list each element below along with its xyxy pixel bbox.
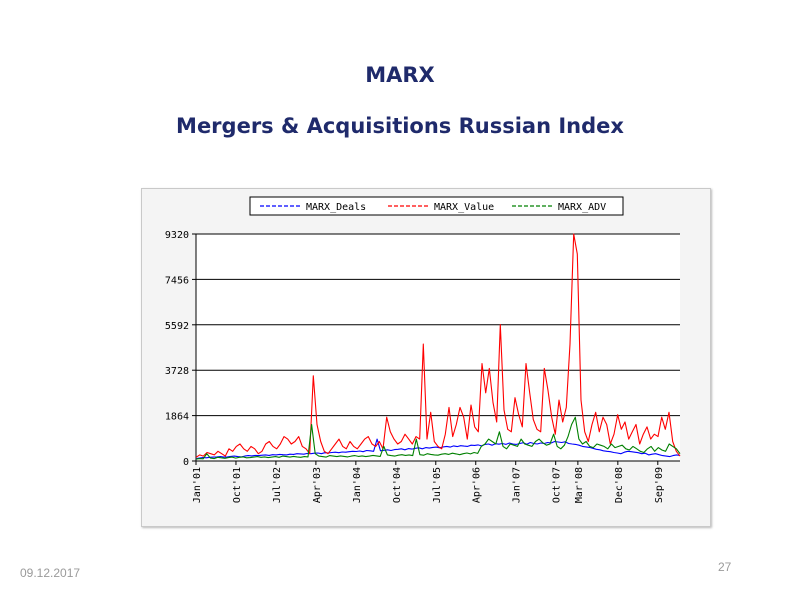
chart-panel: 0 1864 3728 5592 7456 9320 Jan'01 Oct'01 Jul'02 A… <box>141 188 711 527</box>
x-tick-label: Oct'04 <box>392 467 403 503</box>
x-tick-label: Sep'09 <box>654 467 665 503</box>
y-tick-label: 0 <box>183 457 189 468</box>
line-chart: 0 1864 3728 5592 7456 9320 Jan'01 Oct'01 Jul'02 A… <box>165 196 681 503</box>
x-tick-label: Mar'08 <box>574 467 585 503</box>
y-tick-label: 7456 <box>165 275 189 286</box>
x-tick-label: Dec'08 <box>614 467 625 503</box>
y-tick-label: 1864 <box>165 412 189 423</box>
legend-label: MARX_Value <box>434 202 494 213</box>
legend-label: MARX_Deals <box>306 202 366 213</box>
series-line <box>195 416 681 460</box>
x-tick-label: Oct'01 <box>232 467 243 503</box>
page-number: 27 <box>718 560 732 574</box>
y-tick-label: 3728 <box>165 366 189 377</box>
slide-subtitle: Mergers & Acquisitions Russian Index <box>176 114 624 138</box>
x-tick-label: Jul'05 <box>432 467 443 503</box>
slide-date: 09.12.2017 <box>20 566 81 580</box>
x-tick-label: Apr'06 <box>472 467 483 503</box>
x-tick-label: Oct'07 <box>552 467 563 503</box>
x-tick-label: Apr'03 <box>312 467 323 503</box>
plot-area <box>196 234 680 461</box>
slide-title: MARX <box>365 63 435 87</box>
x-tick-label: Jul'02 <box>272 467 283 503</box>
x-tick-label: Jan'01 <box>192 467 203 503</box>
series-line <box>195 233 681 458</box>
y-tick-label: 9320 <box>165 230 189 241</box>
y-tick-label: 5592 <box>165 321 189 332</box>
x-tick-label: Jan'04 <box>352 467 363 503</box>
legend-label: MARX_ADV <box>558 202 606 213</box>
x-tick-label: Jan'07 <box>512 467 523 503</box>
series-line <box>195 438 681 460</box>
legend-box <box>249 196 624 216</box>
